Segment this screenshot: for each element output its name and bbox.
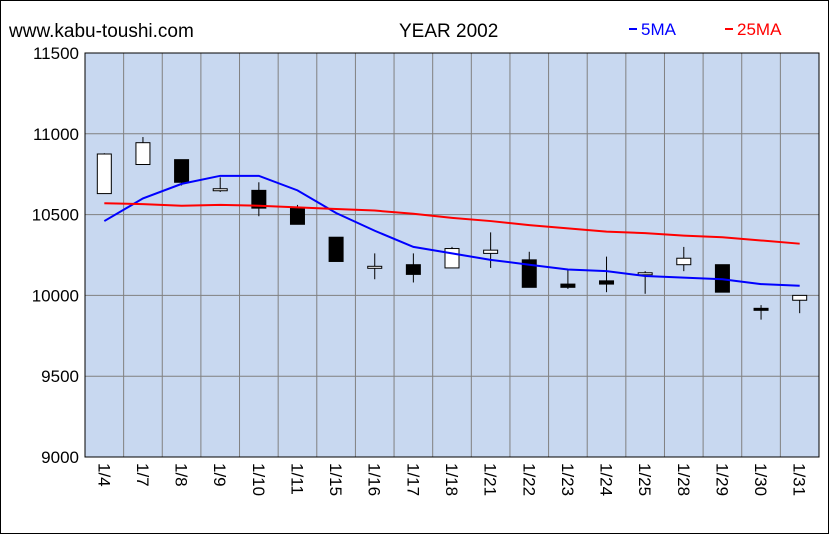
candle-body	[792, 294, 808, 301]
moving-average-lines	[103, 174, 800, 287]
candle-body	[96, 153, 112, 195]
candle-body	[367, 265, 383, 269]
chart-title: YEAR 2002	[399, 21, 498, 42]
candle-body	[135, 142, 151, 166]
y-tick-label: 10500	[32, 206, 79, 225]
y-tick-label: 9000	[41, 448, 79, 467]
x-tick-label: 1/24	[597, 463, 616, 496]
candle-body	[483, 249, 499, 254]
x-tick-label: 1/30	[751, 463, 770, 496]
x-tick-label: 1/7	[133, 463, 152, 487]
series-line-5ma	[103, 174, 800, 287]
x-tick-label: 1/29	[712, 463, 731, 496]
candle-body	[521, 259, 537, 288]
series-line-25ma	[104, 202, 800, 245]
grid-lines	[85, 53, 819, 457]
x-tick-label: 1/8	[172, 463, 191, 487]
x-tick-label: 1/28	[674, 463, 693, 496]
legend: 5MA 25MA	[629, 20, 782, 39]
candle-body	[405, 264, 421, 275]
legend-label-5ma: 5MA	[641, 20, 677, 39]
y-tick-label: 11000	[33, 125, 79, 144]
plot-border	[84, 52, 820, 458]
candle-body	[289, 207, 305, 225]
candle-body	[251, 189, 267, 209]
site-url: www.kabu-toushi.com	[8, 21, 194, 42]
candle-body	[560, 283, 576, 288]
y-axis: 9000 9500 10000 10500 11000 11500	[32, 44, 79, 467]
candle-body	[676, 257, 692, 266]
x-tick-label: 1/11	[287, 463, 306, 495]
x-tick-label: 1/17	[403, 463, 422, 496]
legend-label-25ma: 25MA	[737, 20, 782, 39]
candle-body	[174, 159, 190, 183]
x-tick-label: 1/9	[210, 463, 229, 487]
x-tick-label: 1/16	[365, 463, 384, 496]
candle-body	[328, 236, 344, 262]
candle-body	[444, 248, 460, 269]
x-tick-label: 1/15	[326, 463, 345, 496]
x-tick-label: 1/21	[481, 463, 500, 496]
x-axis: 1/4 1/7 1/8 1/9 1/10 1/11 1/15 1/16 1/17 1/18 1/21…	[94, 463, 808, 496]
x-tick-label: 1/10	[249, 463, 268, 496]
candle-body	[212, 188, 228, 192]
y-tick-label: 9500	[41, 367, 79, 386]
y-tick-label: 10000	[32, 286, 79, 305]
candles	[96, 137, 808, 320]
candle-body	[753, 307, 769, 311]
x-tick-label: 1/23	[558, 463, 577, 496]
candle-body	[599, 280, 615, 285]
x-tick-label: 1/25	[635, 463, 654, 496]
x-tick-label: 1/4	[94, 463, 113, 487]
x-tick-label: 1/22	[519, 463, 538, 496]
y-tick-label: 11500	[33, 44, 79, 63]
x-tick-label: 1/31	[790, 463, 809, 496]
x-tick-label: 1/18	[442, 463, 461, 496]
candle-body	[637, 272, 653, 276]
